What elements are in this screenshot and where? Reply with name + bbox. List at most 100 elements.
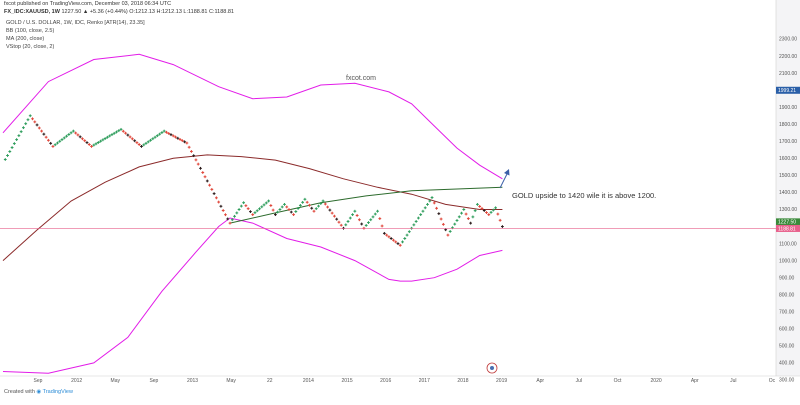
renko-brick-up	[10, 146, 14, 149]
renko-brick-up	[67, 133, 71, 136]
renko-brick-up	[60, 138, 64, 141]
y-tick-label: 2300.00	[779, 37, 797, 43]
y-tick-label: 1400.00	[779, 190, 797, 196]
y-tick-label: 700.00	[779, 310, 795, 316]
renko-brick-down	[167, 132, 171, 135]
x-tick-label: Oc	[769, 378, 776, 384]
renko-brick-up	[455, 219, 459, 222]
renko-brick-down	[323, 202, 327, 206]
renko-brick-up	[278, 208, 282, 211]
renko-brick-down	[310, 206, 314, 210]
renko-brick-down	[214, 196, 218, 200]
renko-brick-up	[162, 129, 166, 133]
renko-brick-down	[496, 212, 500, 216]
renko-brick-down	[380, 224, 384, 228]
renko-brick-up	[8, 150, 12, 153]
renko-brick-down	[40, 129, 43, 133]
renko-brick-up	[235, 211, 239, 215]
renko-brick-down	[435, 206, 438, 210]
tradingview-logo-icon[interactable]: ◉	[36, 389, 42, 395]
renko-brick-down	[382, 231, 386, 235]
y-tick-label: 900.00	[779, 275, 795, 281]
renko-brick-up	[99, 139, 103, 143]
renko-brick-down	[305, 200, 309, 204]
renko-brick-down	[205, 179, 209, 183]
renko-brick-up	[373, 212, 377, 216]
renko-brick-down	[274, 213, 277, 217]
renko-brick-down	[333, 214, 336, 218]
y-tick-label: 800.00	[779, 292, 795, 298]
renko-brick-down	[357, 218, 361, 222]
renko-brick-down	[441, 222, 445, 226]
renko-brick-down	[37, 126, 41, 130]
renko-brick-up	[153, 135, 157, 139]
renko-brick-up	[15, 138, 19, 141]
renko-brick-down	[326, 205, 330, 209]
x-tick-label: 2018	[457, 378, 468, 384]
renko-brick-down	[128, 135, 132, 139]
renko-brick-down	[165, 130, 168, 134]
renko-brick-down	[339, 223, 343, 227]
renko-brick-down	[389, 237, 393, 240]
renko-brick-up	[403, 237, 407, 240]
watermark-text: fxcot.com	[346, 75, 376, 82]
renko-brick-up	[3, 158, 7, 161]
renko-brick-down	[187, 145, 191, 149]
footer-brand[interactable]: TradingView	[42, 389, 73, 395]
indicator-lines	[2, 53, 503, 374]
renko-brick-up	[149, 138, 152, 142]
renko-brick-up	[489, 210, 493, 214]
renko-brick-up	[262, 203, 266, 207]
annotation-note: GOLD upside to 1420 wile it is above 120…	[512, 191, 656, 200]
publisher-line: fxcot published on TradingView.com, Dece…	[4, 1, 172, 7]
renko-brick-up	[494, 206, 497, 210]
renko-brick-up	[255, 209, 259, 213]
indicator-ma[interactable]: MA (200, close)	[6, 36, 45, 42]
renko-brick-up	[412, 223, 416, 227]
renko-brick-up	[369, 218, 373, 222]
vstop-line	[229, 186, 503, 224]
renko-brick-down	[83, 139, 87, 143]
renko-brick-up	[407, 230, 411, 234]
renko-brick-down	[328, 208, 332, 212]
renko-brick-down	[444, 228, 448, 232]
renko-brick-up	[119, 127, 123, 131]
renko-brick-up	[22, 126, 25, 130]
renko-brick-up	[371, 215, 375, 219]
renko-brick-down	[446, 233, 450, 237]
renko-brick-down	[178, 138, 182, 141]
renko-bricks	[3, 114, 504, 247]
renko-brick-down	[51, 145, 55, 148]
renko-brick-down	[90, 145, 93, 148]
y-tick-label: 1800.00	[779, 122, 797, 128]
renko-brick-down	[246, 207, 250, 211]
renko-brick-down	[355, 214, 359, 217]
bottom-marker-icon[interactable]	[486, 362, 498, 374]
renko-brick-up	[17, 134, 21, 138]
renko-brick-down	[394, 240, 398, 244]
renko-brick-up	[62, 136, 66, 140]
y-tick-label: 1300.00	[779, 207, 797, 213]
renko-brick-up	[142, 143, 146, 147]
indicator-vstop[interactable]: VStop (20, close, 2)	[6, 44, 55, 50]
renko-brick-up	[158, 132, 162, 136]
x-tick-label: 2019	[496, 378, 507, 384]
x-tick-label: Oct	[614, 378, 622, 384]
renko-brick-down	[174, 135, 177, 139]
renko-brick-up	[298, 204, 302, 207]
x-tick-label: Apr	[536, 378, 544, 384]
y-tick-label: 1900.00	[779, 105, 797, 111]
renko-brick-down	[78, 135, 82, 139]
renko-brick-down	[249, 210, 252, 214]
renko-brick-down	[221, 209, 225, 212]
renko-brick-down	[180, 139, 184, 143]
x-tick-label: 22	[267, 378, 273, 384]
renko-brick-up	[367, 221, 370, 224]
renko-brick-down	[396, 242, 400, 245]
renko-brick-up	[19, 130, 23, 134]
footer-created-with: Created with	[4, 389, 35, 395]
indicator-bb[interactable]: BB (100, close, 2.5)	[6, 28, 55, 34]
renko-brick-up	[239, 204, 243, 208]
y-tick-label: 1000.00	[779, 258, 797, 264]
